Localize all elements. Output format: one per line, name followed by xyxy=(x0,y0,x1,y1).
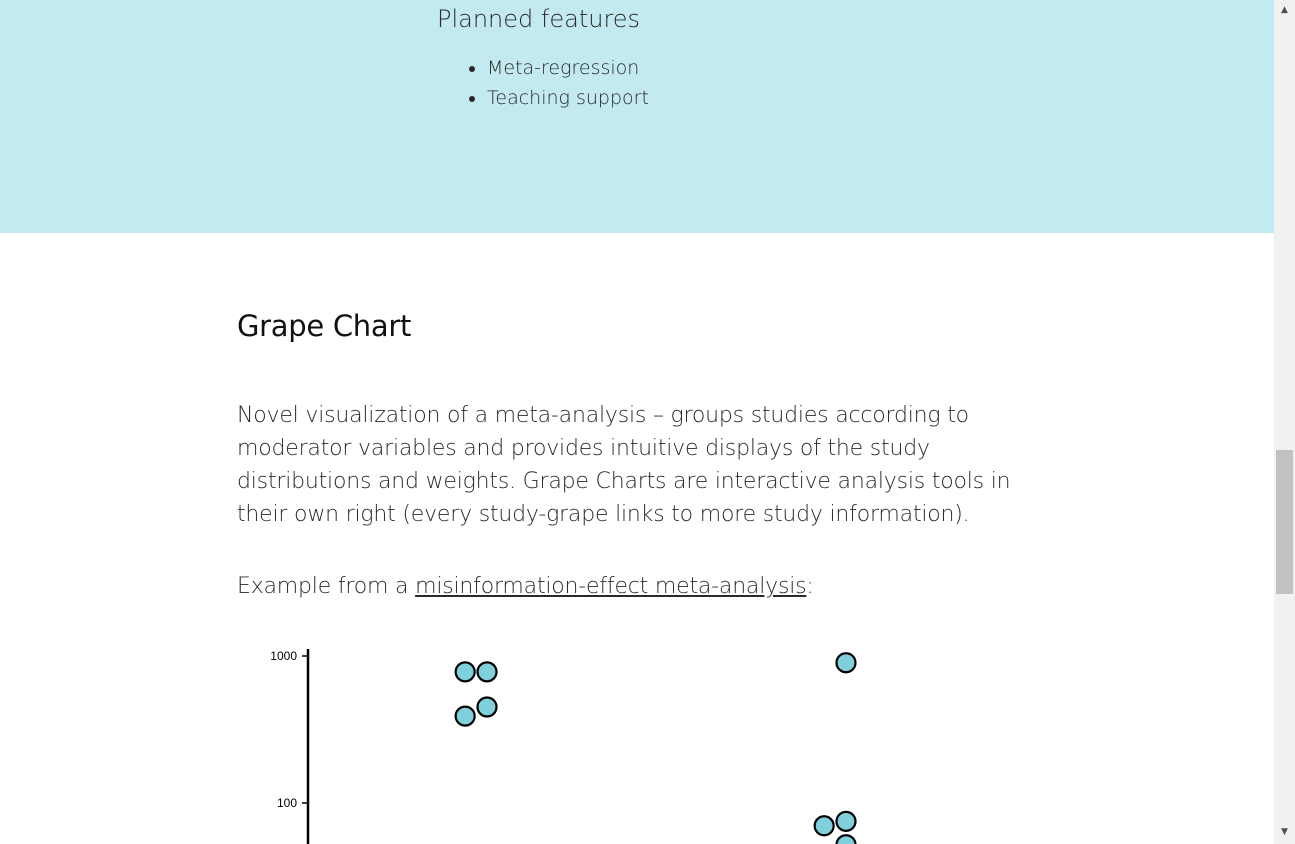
grape-chart: 1000 100 xyxy=(270,649,857,844)
example-prefix: Example from a xyxy=(237,574,416,599)
vertical-scrollbar[interactable]: ▲ ▼ xyxy=(1274,0,1295,844)
planned-feature-item: Teaching support xyxy=(487,83,649,113)
arrow-down-icon[interactable]: ▼ xyxy=(1281,827,1288,837)
grape-point xyxy=(835,810,857,832)
grape-point xyxy=(835,834,857,844)
example-suffix: : xyxy=(806,574,814,599)
example-text: Example from a misinformation-effect met… xyxy=(237,570,814,603)
meta-analysis-link[interactable]: misinformation-effect meta-analysis xyxy=(415,574,807,599)
y-tick-label: 100 xyxy=(277,796,297,810)
grape-point xyxy=(476,661,498,683)
y-tick-label: 1000 xyxy=(270,649,297,663)
arrow-up-icon[interactable]: ▲ xyxy=(1281,5,1288,15)
scrollbar-thumb[interactable] xyxy=(1276,450,1293,594)
grape-point xyxy=(813,815,835,837)
grape-point xyxy=(454,661,476,683)
grape-point xyxy=(476,696,498,718)
grape-point xyxy=(835,652,857,674)
grape-chart-description: Novel visualization of a meta-analysis –… xyxy=(237,403,1011,527)
planned-feature-item: Meta-regression xyxy=(487,53,649,83)
planned-features-section: Planned features Meta-regression Teachin… xyxy=(0,0,1274,233)
planned-features-list: Meta-regression Teaching support xyxy=(437,53,649,113)
planned-features-heading: Planned features xyxy=(437,5,641,33)
grape-chart-heading: Grape Chart xyxy=(237,309,412,343)
grape-point xyxy=(454,705,476,727)
